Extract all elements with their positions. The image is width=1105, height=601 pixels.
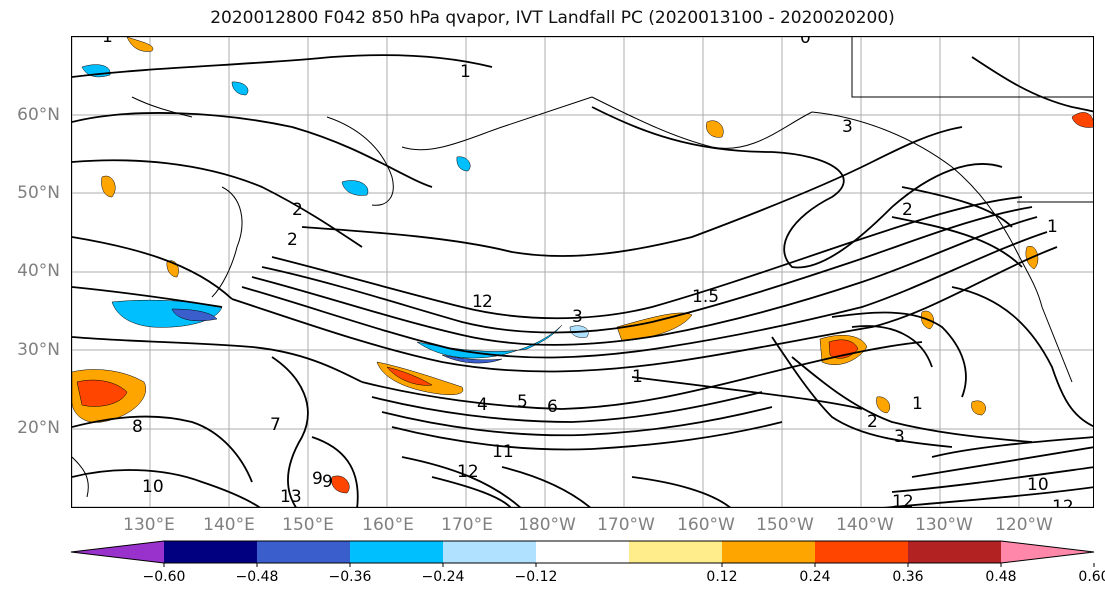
- contour-value-label: 12: [1052, 497, 1074, 508]
- colorbar-segment: [164, 541, 258, 563]
- contour-value-label: 1: [102, 37, 113, 47]
- graticule: [72, 37, 1093, 507]
- ivt-contours: [72, 54, 1093, 507]
- map-panel: 1 0 1 3 2 2 2 1 1 8 7 12 11 13 9 4 5 6 10 2 3 1 12 12 10 9 1.5 3 2 1: [71, 36, 1094, 508]
- colorbar-tick-label: −0.48: [235, 569, 279, 585]
- colorbar-segment: [443, 541, 537, 563]
- lon-label: 140°W: [836, 515, 894, 535]
- lon-label: 160°E: [362, 515, 414, 535]
- contour-value-label: 11: [492, 442, 514, 462]
- anomaly-strong-negative-region: [171, 308, 218, 322]
- contour-value-label: 2: [287, 230, 298, 250]
- colorbar-segment: [71, 541, 164, 563]
- lon-label: 140°E: [203, 515, 255, 535]
- anomaly-positive-region: [706, 120, 724, 138]
- contour-value-label: 0: [800, 37, 811, 48]
- contour-value-label: 7: [270, 415, 281, 435]
- colorbar-tick-label: 0.24: [799, 569, 831, 585]
- colorbar-segment: [722, 541, 816, 563]
- colorbar-tick-label: −0.24: [421, 569, 465, 585]
- anomaly-strong-positive-region: [76, 379, 128, 407]
- contour-value-label: 1: [912, 394, 923, 414]
- contour-value-label: 9: [322, 472, 333, 492]
- lon-label: 160°W: [677, 515, 735, 535]
- contour-value-label: 1: [632, 367, 643, 387]
- lon-label: 170°W: [597, 515, 655, 535]
- lon-label: 130°W: [915, 515, 973, 535]
- colorbar-segment: [1001, 541, 1094, 563]
- colorbar-tick-label: 0.12: [706, 569, 738, 585]
- anomaly-positive-region: [331, 475, 350, 494]
- lon-label: 130°E: [123, 515, 175, 535]
- contour-value-label: 4: [477, 395, 488, 415]
- coastlines: [72, 37, 1093, 498]
- lat-label-40n: 40°N: [17, 261, 60, 281]
- contour-value-label: 10: [1027, 475, 1049, 495]
- colorbar-segment: [350, 541, 444, 563]
- anomaly-negative-region: [231, 81, 249, 96]
- contour-value-label: 3: [894, 427, 905, 447]
- contour-value-label: 13: [280, 487, 302, 507]
- colorbar-segment: [815, 541, 909, 563]
- anomaly-positive-region: [876, 396, 891, 414]
- lat-label-50n: 50°N: [17, 183, 60, 203]
- anomaly-negative-region: [456, 156, 471, 172]
- anomaly-positive-region: [1071, 112, 1093, 128]
- contour-value-label: 5: [517, 392, 528, 412]
- contour-value-label: 10: [142, 477, 164, 497]
- contour-value-label: 9: [312, 469, 323, 489]
- contour-value-label: 8: [132, 417, 143, 437]
- contour-value-label: 1: [460, 62, 471, 82]
- contour-value-label: 2: [482, 292, 493, 312]
- lat-label-60n: 60°N: [17, 105, 60, 125]
- lon-label: 180°W: [518, 515, 576, 535]
- colorbar-tick-label: 0.36: [892, 569, 924, 585]
- contour-value-label: 12: [457, 462, 479, 482]
- colorbar-tick-label: −0.12: [514, 569, 558, 585]
- anomaly-positive-region: [971, 400, 986, 416]
- map-title: 2020012800 F042 850 hPa qvapor, IVT Land…: [210, 8, 895, 28]
- lon-label: 170°E: [441, 515, 493, 535]
- contour-value-label: 6: [547, 397, 558, 417]
- colorbar-outline: [70, 540, 1095, 564]
- anomaly-positive-region: [101, 175, 116, 198]
- colorbar-tick-label: −0.36: [328, 569, 372, 585]
- contour-value-label: 1.5: [692, 287, 719, 307]
- colorbar-segments: [70, 540, 1095, 567]
- anomaly-positive-region: [126, 37, 154, 52]
- colorbar-segment: [908, 541, 1002, 563]
- contour-value-label: 1: [472, 292, 483, 312]
- lat-label-30n: 30°N: [17, 340, 60, 360]
- contour-value-label: 12: [892, 492, 914, 508]
- anomaly-negative-region: [341, 180, 369, 196]
- contour-value-label: 3: [572, 307, 583, 327]
- colorbar-segment: [257, 541, 351, 563]
- anomaly-strong-positive-region: [386, 366, 433, 386]
- qvapor-anomaly-fills: [72, 37, 1093, 494]
- contour-value-label: 3: [842, 117, 853, 137]
- lon-label: 150°E: [282, 515, 334, 535]
- anomaly-strong-negative-region: [441, 354, 503, 364]
- colorbar-tick-label: −0.60: [142, 569, 186, 585]
- contour-value-label: 1: [1047, 217, 1058, 237]
- contour-value-label: 2: [902, 200, 913, 220]
- contour-value-label: 2: [867, 412, 878, 432]
- lon-label: 150°W: [756, 515, 814, 535]
- colorbar-segment: [536, 541, 630, 563]
- colorbar-tick-label: 0.48: [985, 569, 1017, 585]
- colorbar-segment: [629, 541, 723, 563]
- lat-label-20n: 20°N: [17, 418, 60, 438]
- colorbar-tick-label: 0.60: [1078, 569, 1105, 585]
- lon-label: 120°W: [995, 515, 1053, 535]
- contour-value-label: 2: [292, 200, 303, 220]
